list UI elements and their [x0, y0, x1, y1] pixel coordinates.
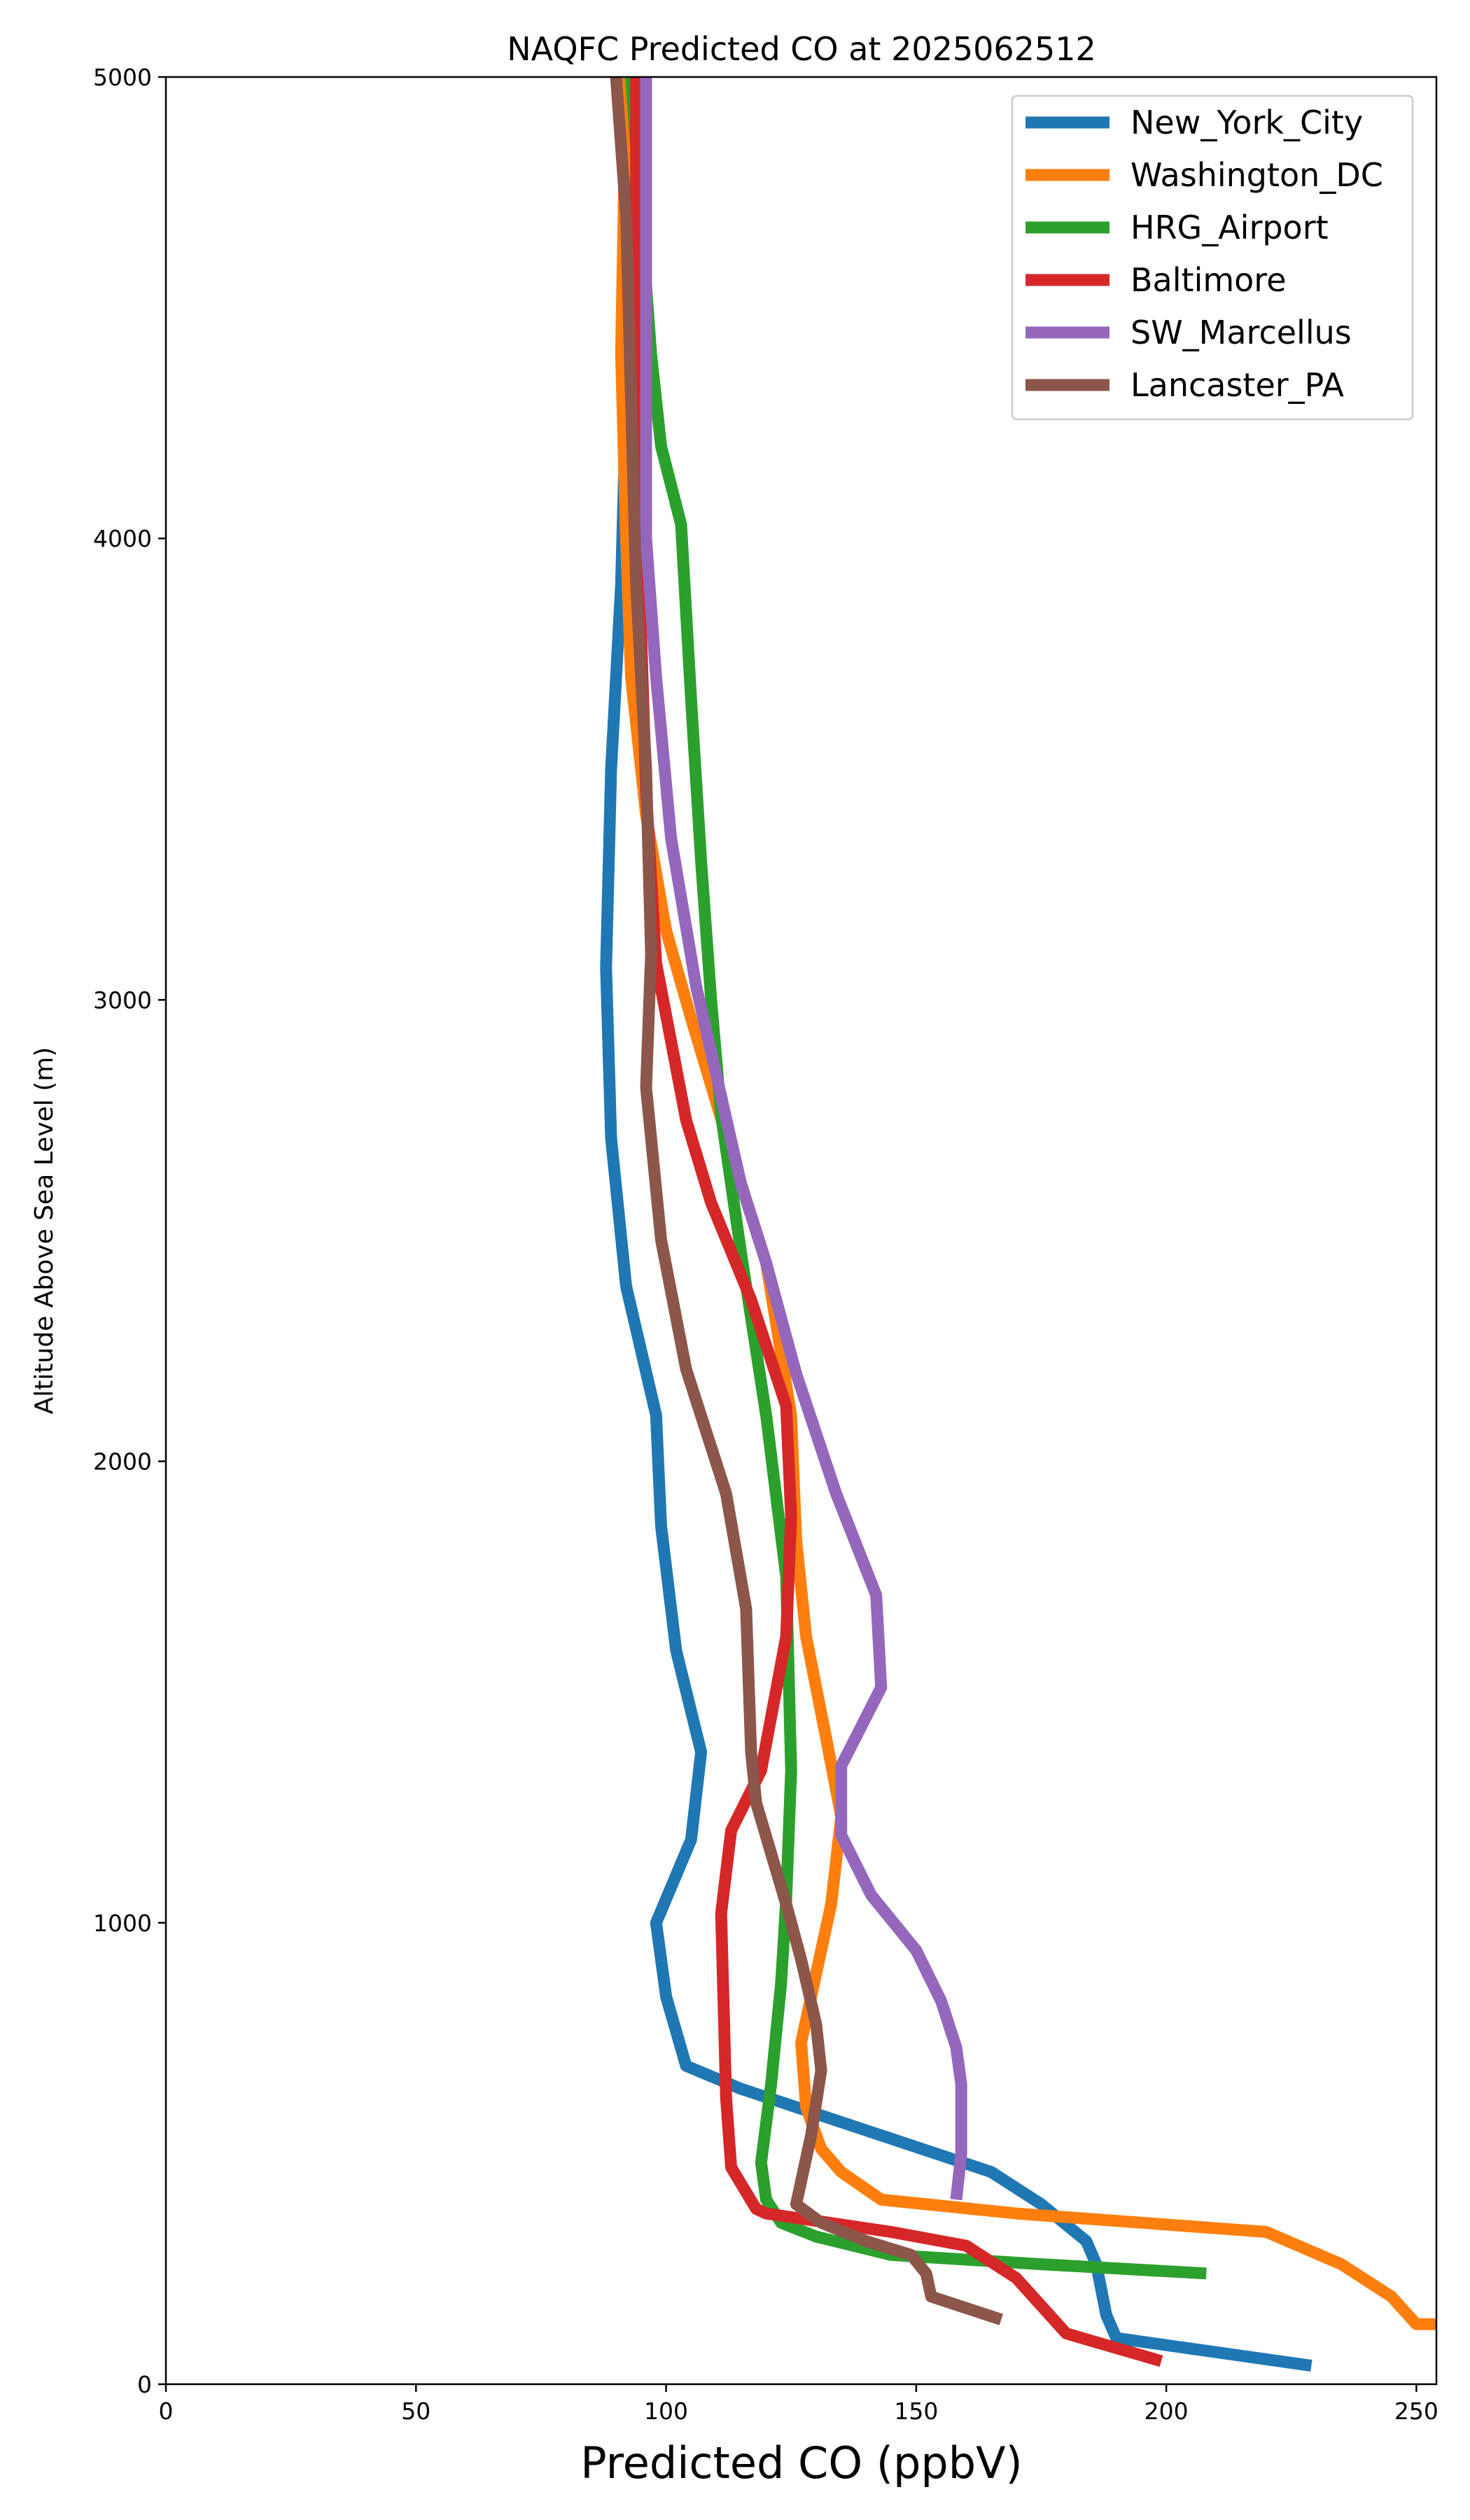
y-tick-label: 5000: [93, 64, 152, 91]
plot-lines: [600, 76, 1436, 2372]
y-axis-title: Altitude Above Sea Level (m): [30, 1047, 59, 1415]
legend-label-lancaster-pa: Lancaster_PA: [1130, 366, 1344, 404]
chart-title: NAQFC Predicted CO at 2025062512: [507, 30, 1096, 68]
legend-label-washington-dc: Washington_DC: [1130, 156, 1383, 194]
legend-label-new-york-city: New_York_City: [1130, 104, 1363, 141]
legend-label-sw-marcellus: SW_Marcellus: [1130, 314, 1352, 351]
y-axis: 0 1000 2000 3000 4000 5000: [93, 64, 166, 2398]
x-axis: 0 50 100 150 200 250: [159, 2384, 1438, 2425]
y-tick-label: 3000: [93, 986, 152, 1014]
plot-frame: [164, 76, 1438, 2386]
legend: New_York_City Washington_DC HRG_Airport Bal…: [1011, 94, 1414, 421]
legend-label-baltimore: Baltimore: [1130, 261, 1287, 299]
y-tick-label: 1000: [93, 1910, 152, 1937]
legend-label-hrg-airport: HRG_Airport: [1130, 209, 1329, 246]
legend-box: [1011, 94, 1414, 421]
y-tick-label: 4000: [93, 525, 152, 552]
x-axis-title: Predicted CO (ppbV): [580, 2437, 1022, 2488]
x-tick-label: 100: [644, 2398, 688, 2425]
x-tick-label: 200: [1144, 2398, 1189, 2425]
x-tick-label: 50: [401, 2398, 430, 2425]
series-line-lancaster-pa: [610, 76, 1003, 2325]
series-line-new-york-city: [600, 76, 1312, 2372]
series-line-sw-marcellus: [640, 77, 967, 2201]
x-tick-label: 150: [894, 2398, 938, 2425]
y-tick-label: 0: [137, 2371, 152, 2398]
y-tick-label: 2000: [93, 1448, 152, 1476]
x-tick-label: 250: [1394, 2398, 1438, 2425]
x-tick-label: 0: [159, 2398, 174, 2425]
